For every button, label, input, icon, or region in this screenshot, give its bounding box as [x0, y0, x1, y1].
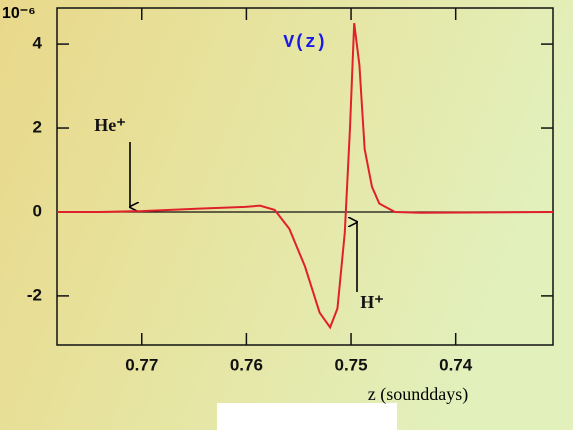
- x-tick-label: 0.74: [439, 355, 473, 374]
- data-line: [57, 22, 554, 330]
- y-multiplier: 10⁻⁶: [2, 5, 36, 22]
- y-tick-label: 0: [33, 201, 42, 220]
- plot-frame: [56, 7, 554, 346]
- y-tick-label: -2: [27, 285, 42, 304]
- y-tick-label: 4: [33, 34, 43, 53]
- annotation: He⁺: [94, 115, 126, 135]
- annotation: H⁺: [360, 292, 384, 312]
- x-tick-label: 0.77: [125, 355, 158, 374]
- x-axis-label: z (sounddays): [368, 384, 468, 405]
- x-tick-label: 0.75: [334, 355, 367, 374]
- x-tick-label: 0.76: [230, 355, 263, 374]
- y-tick-label: 2: [33, 118, 42, 137]
- white-box: [217, 403, 397, 430]
- annotation: V(z): [283, 33, 326, 53]
